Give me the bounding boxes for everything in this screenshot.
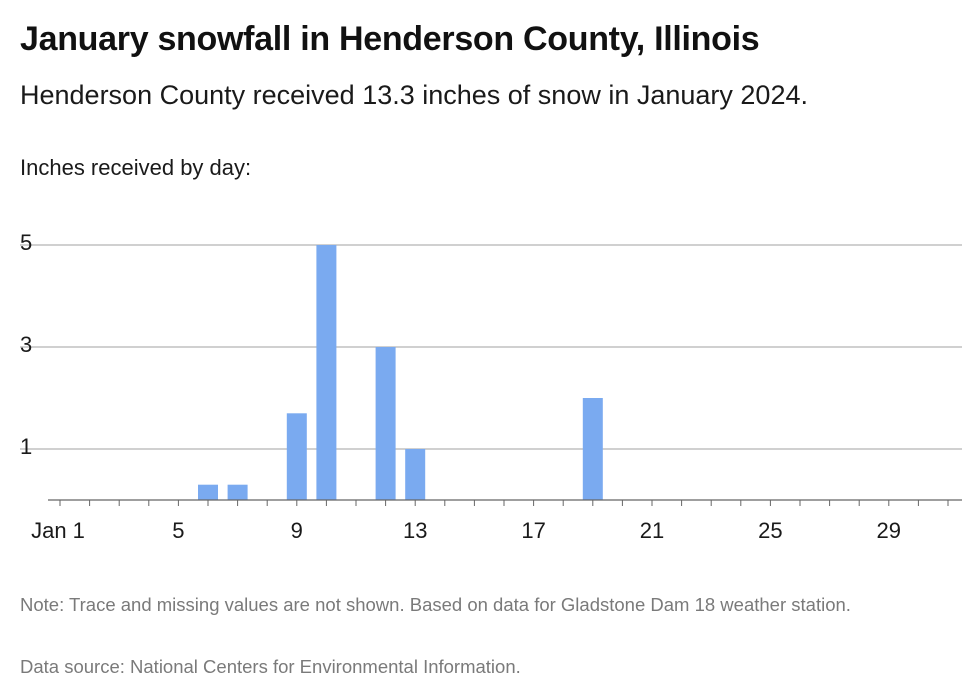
chart-title: January snowfall in Henderson County, Il… [20,20,760,58]
x-tick-label: 5 [172,518,184,543]
x-tick-label: 25 [758,518,782,543]
y-tick-label: 1 [20,434,32,459]
bar-day-9 [286,413,307,500]
bar-day-12 [375,347,396,500]
bar-day-13 [405,449,426,500]
x-tick-label: 29 [877,518,901,543]
x-tick-label: 21 [640,518,664,543]
bar-day-10 [316,245,337,500]
x-tick-label: 9 [291,518,303,543]
bar-day-6 [198,484,218,500]
y-tick-label: 3 [20,332,32,357]
chart-note: Note: Trace and missing values are not s… [20,594,851,615]
bar-day-7 [227,484,248,500]
x-tick-label: 13 [403,518,427,543]
chart-subtitle: Henderson County received 13.3 inches of… [20,80,808,110]
data-source: Data source: National Centers for Enviro… [20,656,521,677]
y-units-label: Inches received by day: [20,155,252,180]
bar-day-19 [582,398,603,500]
x-tick-label: Jan 1 [31,518,85,543]
y-tick-label: 5 [20,230,32,255]
x-tick-label: 17 [521,518,545,543]
